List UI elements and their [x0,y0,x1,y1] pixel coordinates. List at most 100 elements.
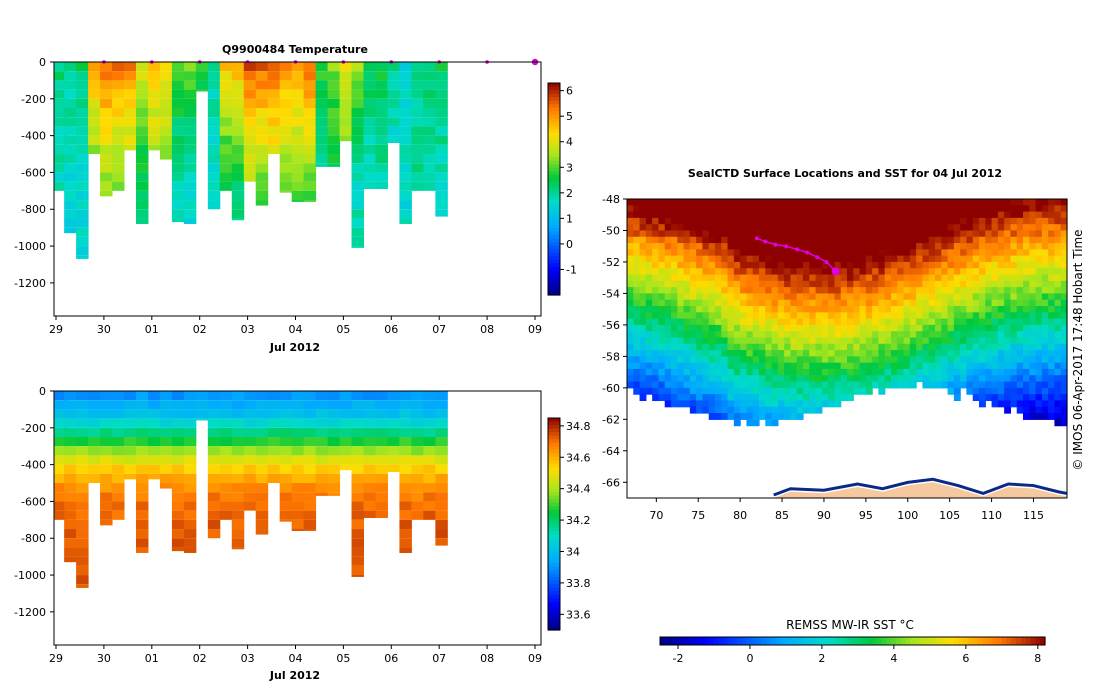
colorbar-segment [548,626,560,631]
sst-cell [991,324,999,332]
sst-cell [859,287,867,295]
sst-cell [645,274,653,282]
sst-cell [1048,217,1056,225]
salinity-cell [159,400,173,410]
sst-cell [903,350,911,357]
sst-cell [1023,274,1030,282]
temperature-cell [375,80,388,90]
sst-cell [897,205,905,213]
sst-cell [1048,387,1056,395]
colorbar-segment [548,524,560,529]
sst-cell [721,287,729,295]
salinity-cell [88,400,101,410]
salinity-cell [411,483,424,493]
sst-cell [853,211,861,219]
sst-cell [1029,362,1037,370]
sst-cell [821,268,829,276]
sst-cell [803,337,810,345]
temperature-cell [339,126,353,136]
sst-cell [689,293,697,301]
temperature-cell [100,117,113,127]
sst-cell [815,224,823,232]
temperature-cell [303,89,317,99]
sst-cell [947,312,955,320]
temperature-cell [171,163,185,173]
sst-cell [947,224,955,232]
sst-cell [765,350,773,357]
sst-cell [1010,249,1018,257]
salinity-cell [159,455,173,465]
sst-cell [733,230,741,238]
sst-cell [733,299,741,307]
sst-cell [627,224,634,232]
sst-cell [909,205,917,213]
temperature-cell [76,80,89,90]
sst-cell [721,362,729,370]
sst-cell [1041,343,1049,351]
sst-cell [727,255,735,263]
sst-cell [828,255,836,263]
sst-cell [828,343,836,351]
sst-cell [834,230,842,238]
temperature-cell [231,62,245,72]
sst-cell [664,356,672,364]
sst-cell [677,205,685,213]
sst-cell [746,199,754,206]
sst-cell [677,268,685,276]
sst-cell [790,217,798,225]
sst-cell [715,217,722,225]
salinity-cell [64,538,77,548]
salinity-cell [435,510,448,520]
sst-cell [1023,368,1030,376]
salinity-cell [183,510,197,520]
sst-cell [796,350,804,357]
sst-cell [721,280,729,288]
sst-cell [985,343,993,351]
sst-cell [1010,375,1018,383]
salinity-cell [207,437,221,447]
sst-cell [979,299,986,307]
sst-cell [689,255,697,263]
sst-cell [765,324,773,332]
sst-cell [979,375,986,383]
salinity-cell [411,464,424,474]
temperature-cell [135,163,149,173]
temperature-cell [207,181,221,191]
temperature-cell [267,108,281,118]
salinity-panel: 0-200-400-600-800-1000-1200 29 30 01 02 03 04… [14,385,590,682]
sst-cell [916,356,924,364]
salinity-cell [124,391,137,401]
sst-cell [664,243,672,250]
sst-cell [765,274,773,282]
sst-cell [859,375,867,383]
sst-cell [815,205,823,213]
sst-cell [740,287,748,295]
sst-cell [865,211,873,219]
sst-cell [828,211,836,219]
sst-cell [683,368,691,376]
sst-cell [916,287,924,295]
sst-cell [721,306,729,313]
salinity-cell [147,418,161,428]
sst-cell [784,406,792,414]
sst-cell [1035,318,1043,326]
salinity-cell [112,464,125,474]
sst-cell [1029,217,1037,225]
sst-cell [1054,362,1062,370]
sst-cell [878,287,886,295]
temperature-cell [399,80,412,90]
sst-cell [947,211,955,219]
salinity-cell [219,437,233,447]
temperature-cell [255,163,269,173]
sst-cell [1010,387,1018,395]
sst-cell [1048,280,1056,288]
sst-cell [979,343,986,351]
sst-cell [878,205,886,213]
temperature-cell [375,135,388,145]
sst-cell [721,337,729,345]
sst-cell [941,205,949,213]
sst-cell [790,205,798,213]
sst-cell [803,350,810,357]
sst-cell [884,299,892,307]
colorbar-tick-label: -1 [566,263,577,276]
